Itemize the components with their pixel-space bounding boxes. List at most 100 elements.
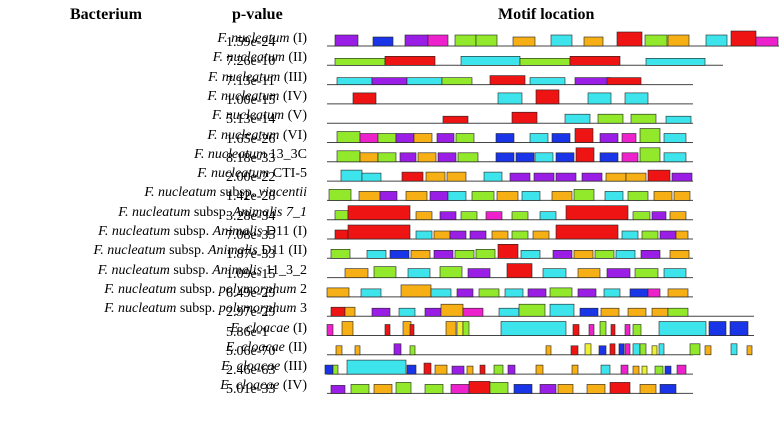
motif-box — [669, 211, 687, 220]
motif-box — [496, 191, 519, 201]
bacterium-name-part: E. cloacae — [230, 320, 290, 336]
bacterium-name-part: (II) — [284, 339, 307, 355]
header-pvalue: p-value — [232, 6, 283, 23]
motif-box — [513, 384, 533, 394]
bacterium-name-part: (III) — [280, 69, 307, 85]
motif-box — [520, 250, 541, 259]
motif-box — [588, 324, 595, 336]
bacterium-name-part: D11 (I) — [262, 224, 307, 239]
motif-box — [621, 230, 639, 240]
motif-box — [462, 321, 470, 336]
motif-box — [574, 128, 594, 143]
motif-box — [407, 268, 431, 278]
motif-box — [507, 364, 516, 375]
bacterium-name-part: 3 — [296, 301, 307, 317]
motif-box — [557, 384, 574, 394]
p-value: 5.13e-14 — [226, 112, 276, 128]
bacterium-name: F. nucleatum (IV) — [207, 89, 307, 105]
motif-box — [604, 191, 624, 201]
p-value: 1.65e-26 — [226, 131, 276, 147]
motif-box — [334, 210, 349, 220]
motif-box — [659, 384, 677, 394]
bacterium-name-part: F. nucleatum — [104, 301, 177, 317]
p-value: 5.01e-33 — [226, 382, 276, 398]
motif-box — [456, 321, 464, 336]
motif-box — [551, 191, 573, 201]
motif-box — [341, 321, 354, 336]
motif-box — [624, 324, 631, 336]
motif-box — [676, 364, 687, 375]
motif-box — [564, 113, 591, 124]
motif-box — [539, 384, 557, 394]
bacterium-name-part: (I) — [289, 31, 307, 46]
motif-box — [571, 364, 579, 375]
motif-box — [434, 364, 448, 375]
motif-box — [651, 211, 667, 220]
motif-box — [410, 250, 431, 259]
motif-box — [398, 307, 416, 317]
motif-box — [347, 205, 411, 220]
motif-box — [615, 250, 636, 259]
motif-box — [509, 172, 531, 182]
motif-box — [436, 133, 455, 143]
motif-box — [389, 250, 410, 259]
motif-box — [647, 288, 661, 298]
motif-box — [653, 191, 673, 201]
motif-box — [373, 266, 397, 278]
motif-box — [545, 345, 552, 356]
motif-box — [632, 365, 640, 375]
motif-box — [384, 324, 391, 336]
motif-box — [334, 57, 386, 66]
bacterium-name-part: F. nucleatum — [217, 31, 290, 46]
motif-box — [479, 364, 486, 375]
p-value: 7.26e-10 — [226, 54, 276, 70]
bacterium-name: F. nucleatum 13_3C — [194, 147, 307, 163]
motif-box — [599, 152, 619, 163]
motif-box — [550, 34, 573, 47]
motif-box — [413, 133, 433, 143]
motif-box — [532, 230, 550, 240]
motif-box — [406, 77, 443, 85]
motif-box — [658, 321, 707, 336]
motif-box — [663, 152, 687, 163]
motif-box — [597, 113, 624, 124]
bacterium-name-part: Animalis — [207, 243, 258, 259]
motif-box — [495, 152, 515, 163]
motif-box — [366, 250, 387, 259]
motif-box — [335, 345, 343, 356]
motif-box — [730, 30, 757, 47]
bacterium-name-part: subsp. — [169, 262, 213, 278]
motif-box — [539, 211, 557, 220]
bacterium-name-part: E. cloacae — [221, 359, 281, 375]
bacterium-name-part: F. nucleatum — [93, 243, 166, 259]
motif-box — [352, 92, 377, 105]
motif-box — [618, 343, 625, 356]
motif-box — [755, 36, 779, 47]
motif-box — [491, 230, 509, 240]
motif-box — [498, 307, 520, 317]
motif-box — [346, 359, 407, 375]
p-value: 3.28e-34 — [226, 208, 276, 224]
bacterium-name: F. nucleatum subsp. vincentii — [144, 185, 307, 201]
bacterium-name-part: polymorphum — [218, 281, 297, 297]
bacterium-name-part: subsp. — [165, 243, 208, 259]
motif-box — [344, 306, 356, 317]
bacterium-name-part: CTI-5 — [269, 166, 307, 182]
bacterium-name: F. nucleatum (V) — [212, 108, 307, 124]
motif-box — [326, 287, 350, 298]
motif-box — [575, 147, 595, 163]
bacterium-name-part: (I) — [289, 320, 307, 336]
bacterium-name-part: subsp. — [216, 185, 259, 201]
motif-box — [439, 266, 463, 278]
motif-box — [535, 89, 560, 105]
motif-box — [632, 211, 651, 220]
motif-box — [427, 34, 449, 47]
bacterium-name-part: (IV) — [279, 88, 307, 104]
p-value: 8.18e-33 — [226, 150, 276, 166]
motif-box — [606, 77, 642, 85]
bacterium-name: F. nucleatum subsp. Animalis 11_3_2 — [98, 263, 307, 279]
motif-box — [521, 191, 541, 201]
motif-box — [334, 229, 349, 240]
bacterium-name-part: F. nucleatum — [104, 281, 177, 297]
